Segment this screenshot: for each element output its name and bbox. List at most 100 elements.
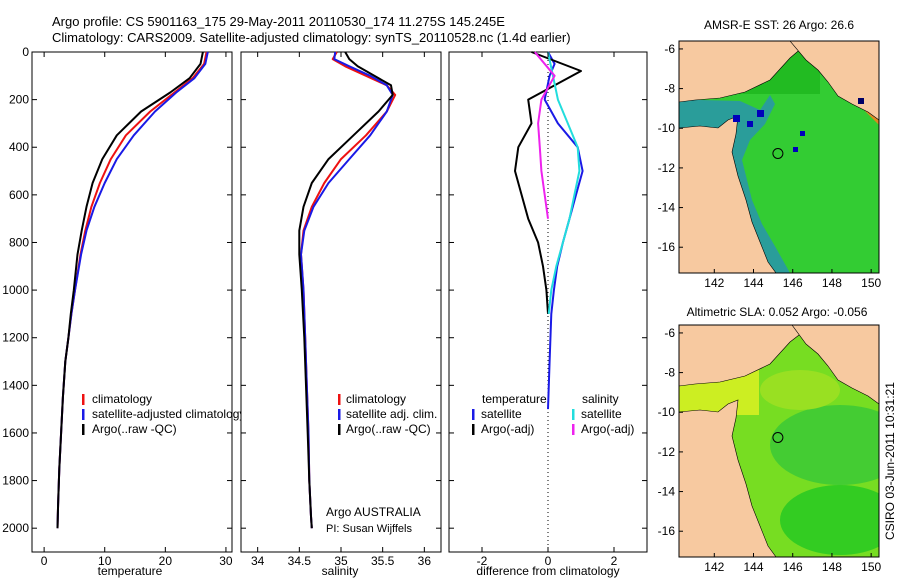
sst-map-frame [678, 40, 880, 274]
legend-label-argo: Argo(..raw -QC) [92, 422, 177, 436]
map-y-tick-label: -12 [658, 445, 676, 459]
temperature-panel: 0 10 20 30 0 200 400 600 800 1000 1200 1400 1600 1800… [2, 45, 245, 578]
legend-swatch-sal-argo [572, 424, 575, 435]
legend-swatch-temp-satellite [472, 409, 475, 420]
argo-float-marker [772, 432, 784, 443]
x-tick-label: 36 [418, 554, 432, 568]
map-x-tick-label: 142 [704, 276, 724, 290]
map-x-tick-label: 146 [783, 276, 803, 290]
legend-label-climatology: climatology [346, 392, 406, 406]
y-tick-label: 1400 [2, 378, 29, 392]
y-tick-label: 1200 [2, 331, 29, 345]
map-y-tick-label: -14 [658, 485, 676, 499]
difference-legend: temperature satellite Argo(-adj) salinit… [472, 392, 634, 436]
legend-swatch-temp-argo [472, 424, 475, 435]
sla-land-cape-york [679, 399, 777, 557]
legend-swatch-climatology [338, 394, 341, 405]
pi-name-label: PI: Susan Wijffels [326, 523, 412, 535]
x-tick-label: 30 [219, 554, 233, 568]
legend-swatch-satellite-adjusted [82, 409, 85, 420]
difference-series-0 [543, 51, 584, 410]
sla-map-panel: Altimetric SLA: 0.052 Argo: -0.056 142 14… [658, 305, 882, 574]
map-x-tick-label: 142 [704, 560, 724, 574]
temperature-ticks: 0 10 20 30 0 200 400 600 800 1000 1200 1400 1600 1800… [2, 45, 233, 568]
x-tick-label: 0 [545, 554, 552, 568]
profile-title: Argo profile: CS 5901163_175 29-May-2011… [52, 14, 505, 29]
y-tick-label: 400 [9, 140, 29, 154]
climatology-title: Climatology: CARS2009. Satellite-adjuste… [52, 30, 571, 45]
legend-label-satellite-adj: satellite adj. clim. [346, 407, 437, 421]
sla-map-field [679, 325, 879, 557]
map-x-tick-label: 144 [743, 560, 763, 574]
map-y-tick-label: -8 [664, 82, 675, 96]
sst-cold-pixel [747, 121, 753, 127]
map-x-tick-label: 146 [783, 560, 803, 574]
x-tick-label: -2 [477, 554, 488, 568]
map-y-tick-label: -14 [658, 201, 676, 215]
legend-heading-temperature: temperature [482, 392, 547, 406]
map-x-tick-label: 144 [743, 276, 763, 290]
legend-swatch-climatology [82, 394, 85, 405]
sst-cold-pixel [757, 110, 764, 117]
x-tick-label: 35 [334, 554, 348, 568]
sla-map-ticks: 142 144 146 148 150 -6 -8 -10 -12 -14 -16 [658, 326, 882, 574]
argo-program-label: Argo AUSTRALIA [326, 505, 421, 519]
y-tick-label: 1800 [2, 474, 29, 488]
legend-swatch-argo [338, 424, 341, 435]
x-tick-label: 34.5 [288, 554, 312, 568]
temperature-plot-frame [31, 51, 233, 553]
difference-ticks: -2 0 2 [449, 51, 647, 568]
legend-heading-salinity: salinity [582, 392, 619, 406]
salinity-series-group [298, 51, 397, 529]
map-y-tick-label: -6 [664, 42, 675, 56]
y-tick-label: 1600 [2, 426, 29, 440]
sst-map-title: AMSR-E SST: 26 Argo: 26.6 [704, 18, 854, 32]
sla-mid-anomaly [760, 370, 840, 410]
sla-low-anomaly [770, 405, 879, 485]
sst-map-ticks: 142 144 146 148 150 -6 -8 -10 -12 -14 -16 [658, 42, 882, 290]
map-y-tick-label: -16 [658, 524, 676, 538]
sst-map-field [679, 41, 879, 273]
legend-label-temp-argo: Argo(-adj) [481, 422, 534, 436]
sla-low-anomaly [780, 485, 879, 555]
difference-xlabel: difference from climatology [476, 564, 619, 578]
sst-map-panel: AMSR-E SST: 26 Argo: 26.6 142 144 146 148 15… [658, 18, 882, 290]
sst-cold-pixel [800, 131, 805, 136]
map-x-tick-label: 148 [822, 276, 842, 290]
csiro-timestamp: CSIRO 03-Jun-2011 10:31:21 [883, 382, 897, 540]
legend-label-sal-argo: Argo(-adj) [581, 422, 634, 436]
salinity-panel: 34 34.5 35 35.5 36 salinity climatology sate… [240, 51, 442, 578]
temperature-xlabel: temperature [98, 564, 163, 578]
y-tick-label: 800 [9, 235, 29, 249]
salinity-series-2 [298, 51, 394, 529]
map-x-tick-label: 150 [861, 276, 881, 290]
sst-land-cape-york [679, 115, 777, 273]
map-y-tick-label: -6 [664, 326, 675, 340]
difference-series-1 [514, 51, 582, 314]
map-x-tick-label: 150 [861, 560, 881, 574]
y-tick-label: 1000 [2, 283, 29, 297]
x-tick-label: 0 [41, 554, 48, 568]
x-tick-label: 10 [98, 554, 112, 568]
map-y-tick-label: -10 [658, 121, 676, 135]
map-y-tick-label: -16 [658, 240, 676, 254]
sla-land-new-guinea [791, 325, 879, 405]
legend-swatch-argo [82, 424, 85, 435]
temperature-series-2 [56, 51, 204, 529]
sst-cold-pixel [858, 98, 864, 104]
difference-series-2 [547, 51, 581, 315]
sst-cold-pixel [793, 147, 798, 152]
y-tick-label: 600 [9, 188, 29, 202]
x-tick-label: 2 [611, 554, 618, 568]
difference-series-3 [534, 51, 556, 219]
y-tick-label: 2000 [2, 521, 29, 535]
x-tick-label: 20 [159, 554, 173, 568]
salinity-legend: climatology satellite adj. clim. Argo(..… [338, 392, 437, 436]
temperature-legend: climatology satellite-adjusted climatolo… [82, 392, 245, 436]
map-y-tick-label: -8 [664, 366, 675, 380]
x-tick-label: 34 [251, 554, 265, 568]
difference-series-group [514, 51, 584, 410]
sla-map-title: Altimetric SLA: 0.052 Argo: -0.056 [687, 305, 868, 319]
map-x-tick-label: 148 [822, 560, 842, 574]
legend-label-temp-satellite: satellite [481, 407, 522, 421]
